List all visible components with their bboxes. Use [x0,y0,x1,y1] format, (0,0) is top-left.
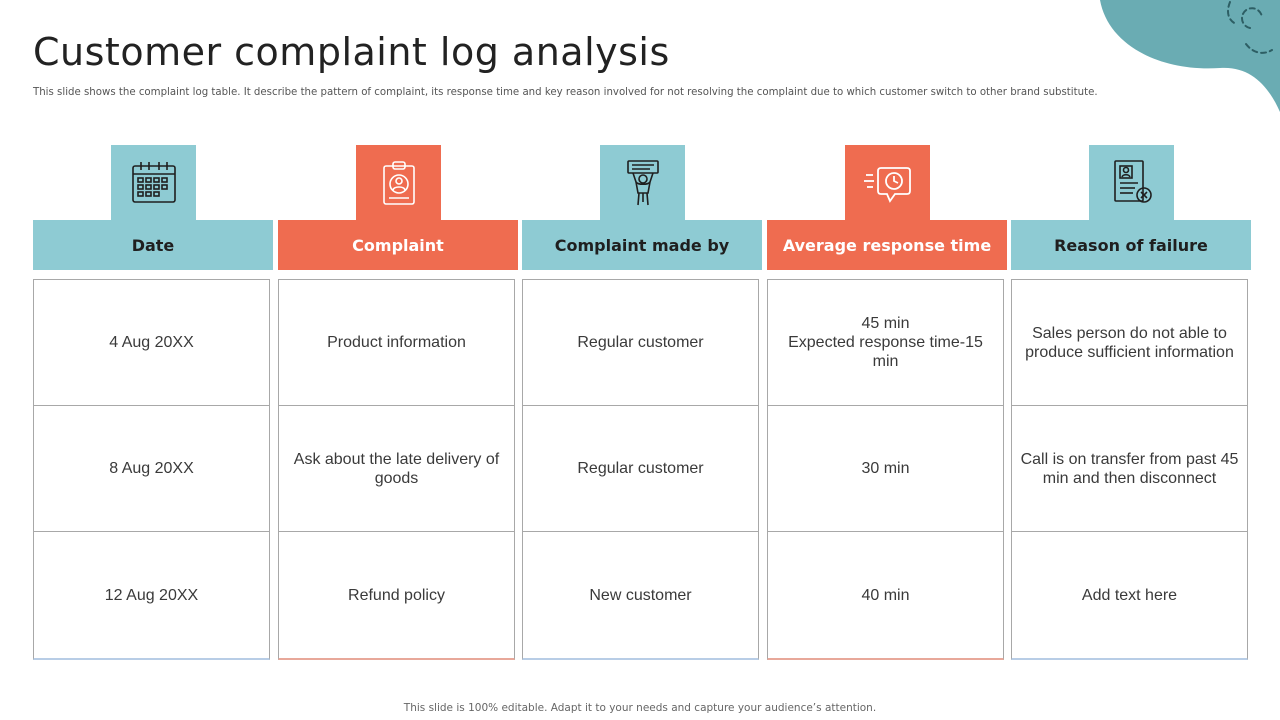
icon-tab [356,145,441,221]
table-cell: Regular customer [523,406,758,532]
cells-reason-of-failure: Sales person do not able to produce suff… [1011,279,1248,660]
header-date: Date [33,220,273,270]
cells-complaint: Product information Ask about the late d… [278,279,515,660]
page-subtitle: This slide shows the complaint log table… [33,87,1098,98]
column-date: Date 4 Aug 20XX 8 Aug 20XX 12 Aug 20XX [33,145,273,661]
decorative-blob [1100,0,1280,112]
protester-sign-icon [626,160,659,206]
table-cell: 4 Aug 20XX [34,280,269,406]
table-cell: 45 min Expected response time-15 min [768,280,1003,406]
table-cell: 40 min [861,586,910,604]
table-cell: 8 Aug 20XX [34,406,269,532]
footer-note: This slide is 100% editable. Adapt it to… [403,702,877,714]
column-complaint-made-by: Complaint made by Regular customer Regul… [522,145,762,661]
column-average-response-time: Average response time 45 min Expected re… [767,145,1007,661]
header-average-response-time: Average response time [767,220,1007,270]
cells-average-response-time: 45 min Expected response time-15 min 30 … [767,279,1004,660]
column-reason-of-failure: Reason of failure Sales person do not ab… [1011,145,1251,661]
icon-tab [111,145,196,221]
table-cell: Call is on transfer from past 45 min and… [1012,406,1247,532]
icon-tab [845,145,930,221]
table-cell: Product information [279,280,514,406]
table-cell: Ask about the late delivery of goods [279,406,514,532]
table-cell: New customer [589,586,692,604]
header-complaint-made-by: Complaint made by [522,220,762,270]
page-title: Customer complaint log analysis [33,30,670,74]
clipboard-user-icon [382,161,415,205]
rejected-document-icon [1113,160,1152,203]
header-reason-of-failure: Reason of failure [1011,220,1251,270]
cells-complaint-made-by: Regular customer Regular customer New cu… [522,279,759,660]
column-complaint: Complaint Product information Ask about … [278,145,518,661]
table-cell: 12 Aug 20XX [104,586,199,604]
icon-tab [1089,145,1174,221]
table-cell: Regular customer [523,280,758,406]
table-cell: Refund policy [348,586,445,604]
icon-tab [600,145,685,221]
cells-date: 4 Aug 20XX 8 Aug 20XX 12 Aug 20XX [33,279,270,660]
table-cell: Add text here [1081,586,1178,604]
calendar-icon [131,162,176,203]
fast-response-clock-icon [863,167,911,203]
table-cell: 30 min [768,406,1003,532]
header-complaint: Complaint [278,220,518,270]
table-cell: Sales person do not able to produce suff… [1012,280,1247,406]
